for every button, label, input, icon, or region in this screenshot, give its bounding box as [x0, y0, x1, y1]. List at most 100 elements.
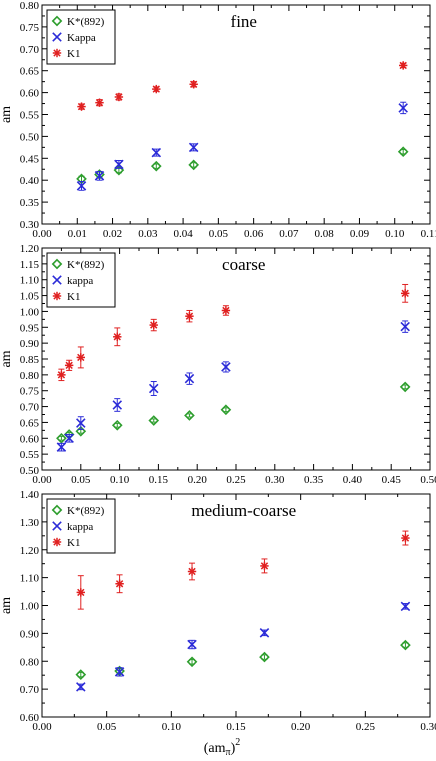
data-point-stroke-d2	[65, 361, 73, 370]
y-tick-label: 0.90	[20, 338, 40, 350]
y-tick-label: 0.75	[20, 386, 40, 398]
x-tick-label: 0.00	[32, 228, 52, 240]
data-point	[152, 84, 161, 94]
data-point-stroke-b	[184, 373, 195, 384]
series-2	[77, 61, 408, 111]
y-tick-label: 0.95	[20, 322, 40, 334]
data-point	[56, 442, 67, 452]
series-1	[76, 101, 408, 191]
y-tick-label: 1.00	[20, 306, 40, 318]
legend-marker-stroke-d2	[53, 292, 61, 300]
legend-marker-stroke-b	[52, 275, 62, 285]
data-point	[114, 159, 124, 170]
data-point-stroke-b	[400, 601, 411, 612]
x-tick-label: 0.45	[382, 474, 402, 486]
x-tick-label: 0.03	[138, 228, 158, 240]
data-point-stroke-d2	[189, 80, 198, 88]
legend-marker	[52, 48, 62, 58]
chart-panel-2: 0.00 0.05 0.10 0.15 0.20 0.25 0.30 0.60 0.70 0.80…	[0, 489, 436, 733]
legend-label: kappa	[67, 275, 93, 287]
data-point	[57, 370, 66, 380]
data-point	[149, 320, 158, 330]
y-tick-label: 0.50	[20, 465, 40, 477]
data-point-stroke-b	[151, 147, 162, 158]
x-tick-label: 0.50	[420, 474, 436, 486]
data-point-stroke-b	[188, 142, 199, 153]
data-point	[188, 142, 199, 153]
y-tick-label: 1.10	[20, 275, 40, 287]
y-tick-label: 0.55	[20, 449, 40, 461]
data-point	[187, 567, 197, 576]
data-point	[260, 561, 269, 571]
data-point-stroke-b	[76, 418, 86, 428]
y-tick-label: 1.40	[20, 489, 40, 501]
data-point-stroke-d2	[150, 321, 158, 329]
series-1	[56, 320, 410, 452]
x-tick-label: 0.10	[162, 721, 182, 733]
panel-title: fine	[231, 12, 257, 31]
x-axis-label-sup: 2	[235, 737, 240, 748]
data-point	[76, 353, 85, 362]
y-axis-label: am	[0, 597, 14, 614]
x-tick-label: 0.11	[421, 228, 436, 240]
data-point-stroke-b	[76, 181, 87, 191]
legend-marker	[52, 275, 62, 285]
data-point-stroke-d2	[152, 85, 160, 93]
x-tick-label: 0.04	[173, 228, 193, 240]
x-tick-label: 0.06	[244, 228, 264, 240]
y-tick-label: 0.30	[20, 219, 40, 231]
x-tick-label: 0.30	[265, 474, 285, 486]
data-point	[259, 628, 270, 638]
y-tick-label: 0.70	[20, 684, 40, 696]
data-point-stroke-b	[148, 383, 159, 394]
data-point-stroke-b	[76, 682, 86, 692]
data-point-stroke-d2	[260, 562, 269, 570]
legend-label: kappa	[67, 521, 93, 533]
x-tick-label: 0.40	[343, 474, 363, 486]
data-point	[76, 181, 87, 191]
x-tick-label: 0.20	[291, 721, 311, 733]
y-tick-label: 1.20	[20, 243, 40, 255]
x-tick-label: 0.30	[420, 721, 436, 733]
y-tick-label: 0.65	[20, 66, 40, 78]
chart-panel-0: 0.00 0.01 0.02 0.03 0.04 0.05 0.06 0.07 0.08 0.09…	[0, 0, 436, 240]
legend-label: K*(892)	[67, 16, 105, 28]
data-point	[398, 103, 408, 113]
y-tick-label: 1.15	[20, 259, 40, 271]
chart-panel-1: 0.00 0.05 0.10 0.15 0.20 0.25 0.30 0.35 0.40 0.45…	[0, 243, 436, 486]
legend-marker-stroke-b	[52, 32, 62, 42]
y-tick-label: 1.00	[20, 601, 40, 613]
data-point	[76, 682, 86, 692]
x-tick-label: 0.05	[209, 228, 229, 240]
data-point	[151, 147, 162, 158]
legend-marker	[52, 537, 62, 547]
data-point-stroke-d2	[222, 306, 230, 315]
data-point-stroke-d2	[113, 333, 121, 341]
legend-marker	[51, 258, 63, 270]
x-tick-label: 0.05	[97, 721, 117, 733]
data-point	[76, 588, 85, 597]
data-point-stroke-b	[259, 628, 270, 638]
y-tick-label: 0.75	[20, 22, 40, 34]
panel-title: coarse	[222, 255, 265, 274]
data-point-stroke-d2	[115, 93, 123, 101]
x-tick-label: 0.25	[356, 721, 376, 733]
x-tick-label: 0.09	[350, 228, 370, 240]
data-point	[56, 432, 67, 444]
legend-label: Kappa	[67, 32, 96, 44]
legend-marker	[52, 521, 62, 531]
legend-marker-stroke-b	[52, 521, 62, 531]
data-point-stroke-d2	[185, 312, 194, 320]
legend: K*(892) Kappa K1	[46, 9, 116, 65]
y-tick-label: 1.05	[20, 291, 40, 303]
data-point-stroke-b	[56, 442, 67, 452]
x-tick-label: 0.07	[279, 228, 299, 240]
series-0	[75, 639, 411, 680]
x-tick-label: 0.20	[188, 474, 208, 486]
x-tick-label: 0.15	[226, 721, 246, 733]
data-point-stroke-b	[221, 362, 231, 372]
data-point	[184, 373, 195, 384]
data-point	[112, 400, 123, 410]
x-tick-label: 0.10	[110, 474, 130, 486]
